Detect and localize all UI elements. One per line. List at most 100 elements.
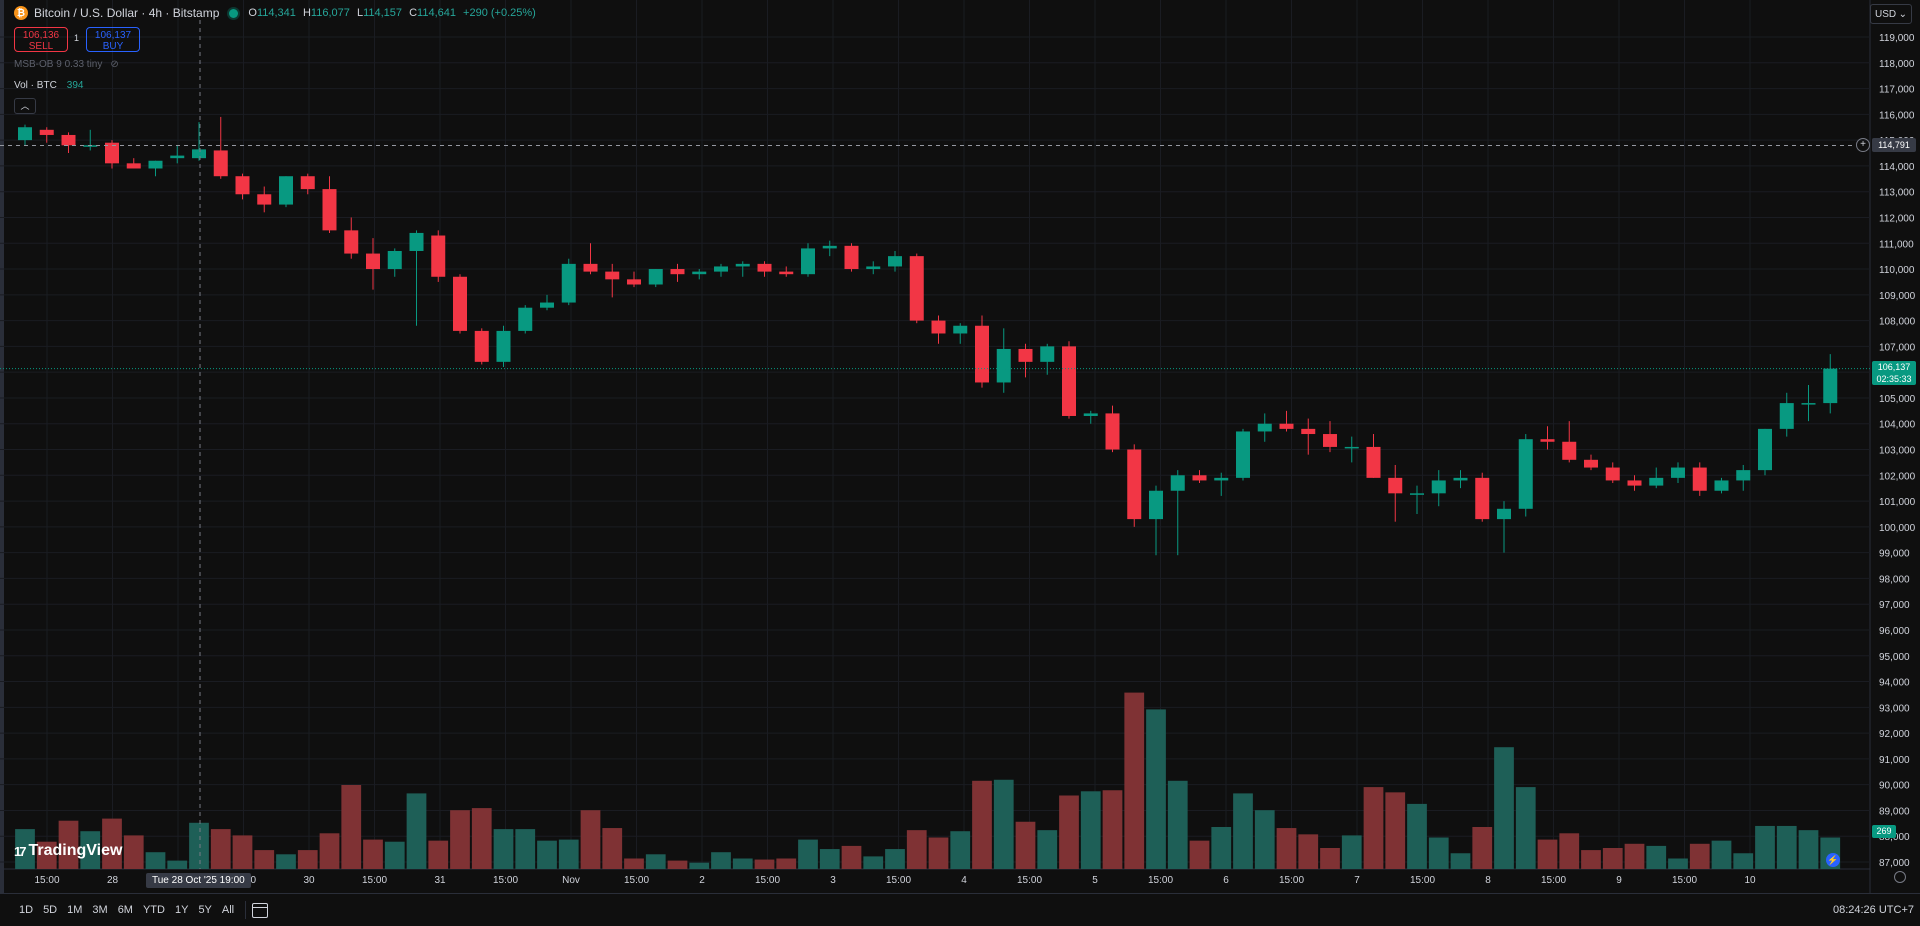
add-alert-icon[interactable]: + bbox=[1856, 138, 1870, 152]
volume-bar bbox=[950, 831, 971, 869]
candle bbox=[692, 269, 707, 280]
volume-bar bbox=[1146, 709, 1166, 869]
price-axis-label: 93,000 bbox=[1879, 703, 1910, 714]
candle bbox=[1018, 343, 1033, 378]
candle bbox=[235, 173, 250, 200]
market-status-icon[interactable] bbox=[229, 8, 239, 18]
candle-body bbox=[1758, 428, 1772, 471]
candle-body bbox=[1584, 459, 1598, 468]
lightning-icon[interactable]: ⚡ bbox=[1826, 853, 1840, 867]
candle bbox=[279, 176, 293, 208]
candle-body bbox=[1366, 446, 1381, 478]
candle bbox=[1431, 470, 1446, 507]
timeframe-6m[interactable]: 6M bbox=[117, 904, 133, 916]
candle-body bbox=[1692, 467, 1707, 491]
volume-bar bbox=[754, 859, 775, 869]
candle bbox=[1779, 392, 1794, 437]
time-axis-label: 31 bbox=[434, 875, 446, 886]
candle bbox=[1279, 410, 1294, 432]
candle bbox=[1083, 410, 1098, 424]
candle bbox=[474, 328, 489, 365]
calendar-icon[interactable] bbox=[252, 902, 269, 918]
time-axis-label: 7 bbox=[1354, 875, 1360, 886]
volume-bar bbox=[732, 858, 753, 869]
currency-selector[interactable]: USD ⌄ bbox=[1870, 4, 1912, 24]
candle bbox=[322, 176, 337, 233]
candle-body bbox=[670, 269, 685, 275]
time-axis-label: 15:00 bbox=[1541, 875, 1566, 886]
candle-body bbox=[257, 194, 272, 205]
volume-legend[interactable]: Vol · BTC 394 bbox=[14, 80, 83, 91]
eye-off-icon[interactable]: ⊘ bbox=[110, 59, 119, 70]
timeframe-1d[interactable]: 1D bbox=[19, 904, 34, 916]
candle-body bbox=[583, 263, 598, 272]
collapse-legend-button[interactable]: ︿ bbox=[14, 98, 36, 114]
volume-bar bbox=[1494, 747, 1514, 869]
volume-bar bbox=[80, 831, 101, 869]
price-axis-label: 102,000 bbox=[1879, 471, 1916, 482]
tradingview-logo-icon: 17 bbox=[14, 843, 27, 859]
time-axis-label: 28 bbox=[107, 875, 119, 886]
candle bbox=[1105, 405, 1120, 453]
volume-bar bbox=[406, 793, 427, 869]
candle bbox=[148, 160, 163, 177]
time-axis-label: 4 bbox=[961, 875, 967, 886]
timeframe-all[interactable]: All bbox=[221, 904, 235, 916]
candle bbox=[1323, 421, 1337, 453]
indicator-legend[interactable]: MSB-OB 9 0.33 tiny ⊘ bbox=[14, 59, 119, 70]
volume-bar bbox=[1407, 803, 1427, 869]
volume-bar bbox=[254, 850, 275, 869]
timeframe-3m[interactable]: 3M bbox=[92, 904, 108, 916]
volume-bar bbox=[493, 829, 514, 869]
time-axis-label: 15:00 bbox=[886, 875, 911, 886]
clock[interactable]: 08:24:26 UTC+7 bbox=[1832, 904, 1914, 916]
timeframe-1y[interactable]: 1Y bbox=[174, 904, 189, 916]
sell-button[interactable]: 106,136 SELL bbox=[14, 27, 68, 52]
buy-price: 106,137 bbox=[94, 30, 132, 41]
candle-body bbox=[1671, 467, 1685, 478]
candle bbox=[300, 173, 315, 195]
time-axis-label: 6 bbox=[1223, 875, 1229, 886]
time-axis-label: 15:00 bbox=[1410, 875, 1435, 886]
candle bbox=[387, 248, 402, 277]
volume-bar bbox=[819, 849, 840, 869]
volume-price-tag: 269 bbox=[1872, 825, 1896, 838]
volume-bar bbox=[798, 839, 818, 869]
candle-body bbox=[453, 276, 467, 331]
price-change: +290 (+0.25%) bbox=[463, 7, 536, 19]
candle-body bbox=[1040, 346, 1055, 362]
candle bbox=[975, 315, 989, 388]
volume-bar bbox=[558, 839, 579, 869]
buy-button[interactable]: 106,137 BUY bbox=[86, 27, 140, 52]
volume-bar bbox=[363, 839, 383, 869]
volume-bar bbox=[276, 854, 296, 869]
timeframe-ytd[interactable]: YTD bbox=[142, 904, 165, 916]
candle-body bbox=[1431, 480, 1446, 494]
price-axis-label: 90,000 bbox=[1879, 781, 1910, 792]
timeframe-5d[interactable]: 5D bbox=[43, 904, 58, 916]
volume-bar bbox=[580, 810, 601, 869]
settings-icon[interactable] bbox=[1894, 871, 1906, 883]
candle bbox=[1584, 454, 1598, 471]
timeframe-5y[interactable]: 5Y bbox=[198, 904, 212, 916]
tradingview-logo[interactable]: 17 TradingView bbox=[14, 842, 122, 860]
candle bbox=[18, 124, 32, 146]
candles bbox=[18, 116, 1838, 556]
volume-bar bbox=[145, 852, 166, 869]
time-axis-label: 30 bbox=[303, 875, 315, 886]
crosshair-date-tag: Tue 28 Oct '25 19:00 bbox=[146, 873, 251, 888]
volume-bar bbox=[885, 849, 905, 869]
volume-bar bbox=[1689, 843, 1710, 869]
volume-bar bbox=[624, 858, 644, 869]
price-axis-label: 103,000 bbox=[1879, 446, 1916, 457]
volume-bar bbox=[1755, 825, 1775, 869]
timeframe-1m[interactable]: 1M bbox=[67, 904, 83, 916]
candle bbox=[1410, 485, 1424, 514]
symbol-title[interactable]: Bitcoin / U.S. Dollar · 4h · Bitstamp bbox=[34, 6, 220, 20]
candle bbox=[1605, 462, 1620, 484]
time-axis-label: 15:00 bbox=[1017, 875, 1042, 886]
volume-bar bbox=[1472, 827, 1493, 869]
candle bbox=[409, 230, 424, 326]
price-axis-label: 117,000 bbox=[1879, 85, 1915, 96]
